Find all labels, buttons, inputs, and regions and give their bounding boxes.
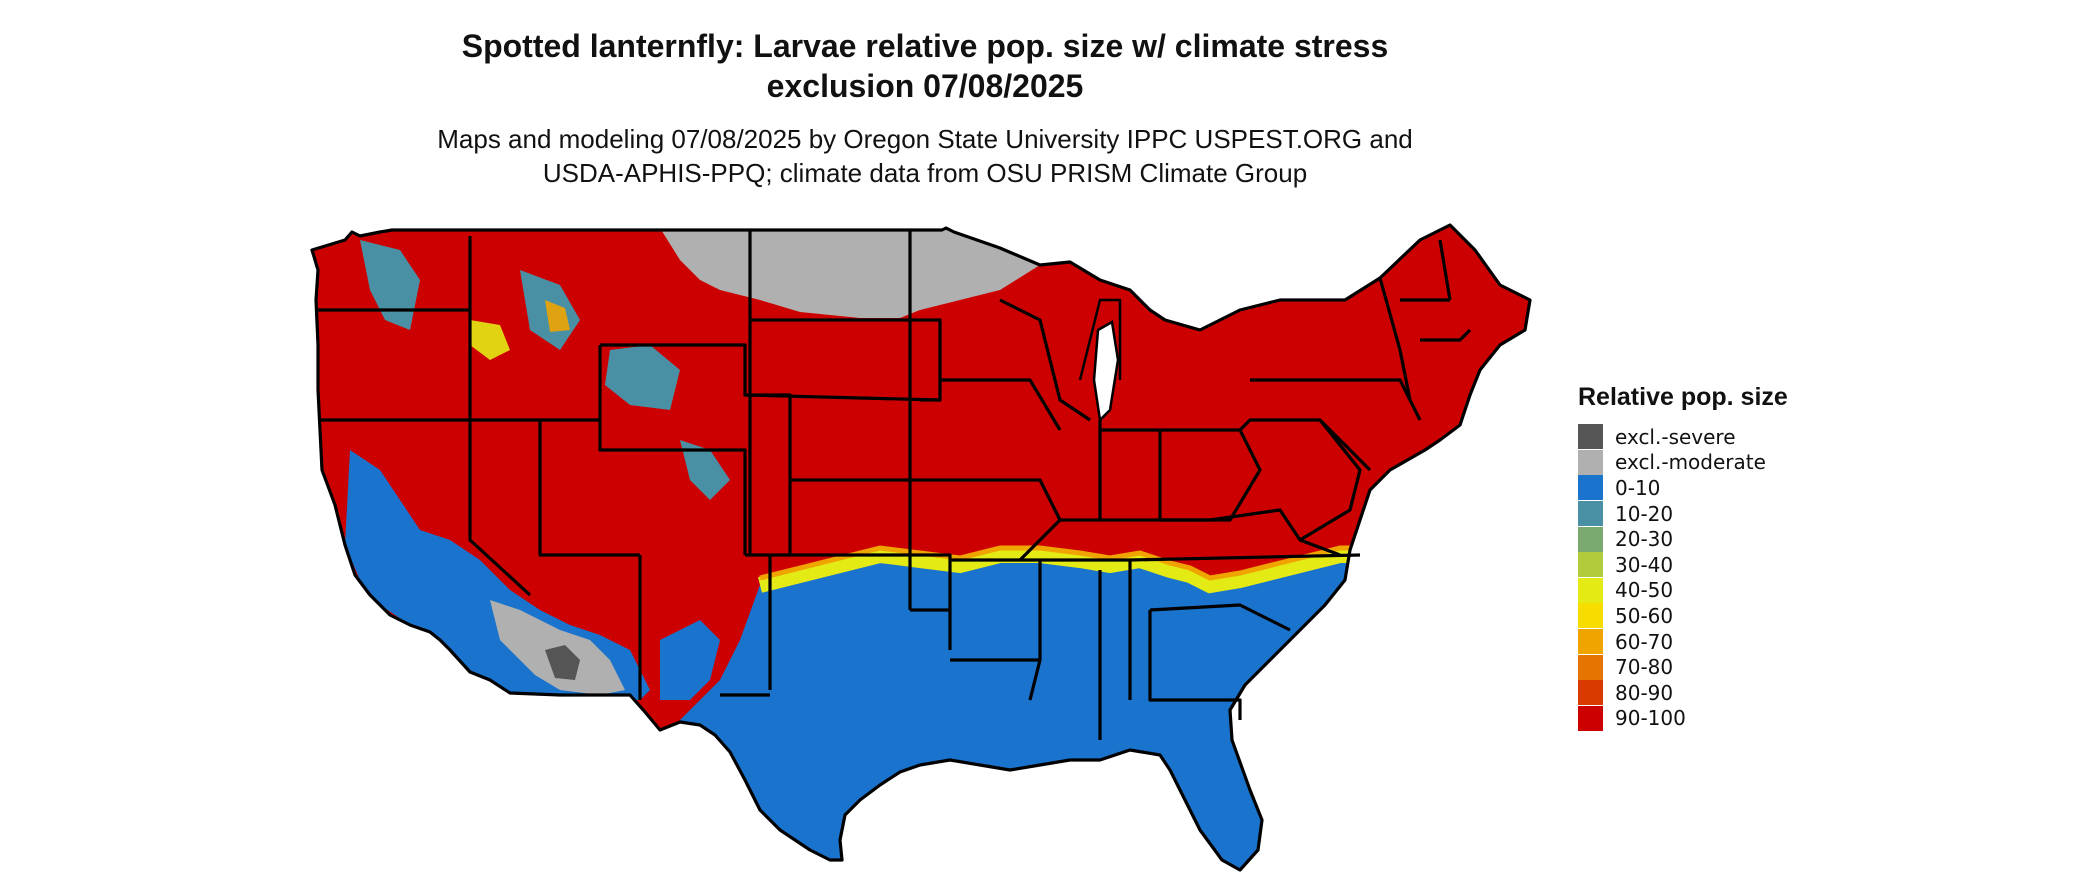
legend-label: 30-40 — [1615, 552, 1674, 577]
lake-michigan — [1092, 320, 1120, 423]
legend-swatch — [1578, 552, 1603, 578]
legend-swatch — [1578, 449, 1603, 475]
legend-item: 0-10 — [1578, 475, 1878, 501]
legend-swatch — [1578, 475, 1603, 501]
legend-label: excl.-severe — [1615, 424, 1736, 449]
legend-item: excl.-moderate — [1578, 449, 1878, 476]
legend-item: 50-60 — [1578, 603, 1878, 629]
legend-items: excl.-severe excl.-moderate 0-10 10-20 20-30… — [1578, 424, 1878, 731]
legend-label: 60-70 — [1615, 629, 1674, 654]
legend-swatch — [1578, 705, 1603, 731]
legend-item: 10-20 — [1578, 501, 1878, 527]
mountain-teal-patch-4 — [680, 440, 730, 500]
legend-swatch — [1578, 501, 1603, 527]
legend-title: Relative pop. size — [1578, 383, 1788, 411]
legend-swatch — [1578, 680, 1603, 706]
legend-label: 0-10 — [1615, 475, 1661, 500]
map-subtitle-line-1: Maps and modeling 07/08/2025 by Oregon S… — [437, 124, 1413, 154]
mountain-teal-patch-1 — [360, 240, 420, 330]
mountain-orange-patch — [545, 300, 570, 332]
legend-label: 80-90 — [1615, 680, 1674, 705]
legend-item: 70-80 — [1578, 654, 1878, 680]
legend: Relative pop. size excl.-severe excl.-mod… — [1578, 380, 1878, 731]
legend-swatch — [1578, 526, 1603, 552]
mountain-teal-patch-3 — [605, 345, 680, 410]
legend-label: 90-100 — [1615, 706, 1686, 731]
legend-label: 20-30 — [1615, 527, 1674, 552]
map-title-line-2: exclusion 07/08/2025 — [766, 68, 1084, 104]
legend-item: 40-50 — [1578, 577, 1878, 604]
mountain-yellow-patch — [470, 320, 510, 360]
transition-band-orange — [759, 545, 1360, 581]
legend-item: 80-90 — [1578, 680, 1878, 706]
legend-swatch — [1578, 577, 1603, 603]
southwest-low-region-2 — [660, 620, 720, 700]
legend-item: excl.-severe — [1578, 424, 1878, 450]
legend-item: 60-70 — [1578, 629, 1878, 655]
legend-item: 30-40 — [1578, 552, 1878, 578]
state-borders — [310, 223, 1532, 872]
legend-swatch — [1578, 424, 1603, 450]
legend-item: 90-100 — [1578, 705, 1878, 732]
legend-label: 70-80 — [1615, 655, 1674, 680]
legend-swatch — [1578, 654, 1603, 680]
legend-label: 10-20 — [1615, 501, 1674, 526]
excluded-moderate-north — [660, 226, 1040, 318]
excluded-severe-southwest — [545, 645, 580, 680]
legend-label: 40-50 — [1615, 578, 1674, 603]
map-subtitle-line-2: USDA-APHIS-PPQ; climate data from OSU PR… — [542, 158, 1308, 188]
legend-swatch — [1578, 603, 1603, 629]
legend-swatch — [1578, 629, 1603, 655]
map-title-line-1: Spotted lanternfly: Larvae relative pop.… — [461, 28, 1389, 64]
legend-label: 50-60 — [1615, 603, 1674, 628]
legend-label: excl.-moderate — [1615, 450, 1766, 475]
legend-item: 20-30 — [1578, 526, 1878, 552]
